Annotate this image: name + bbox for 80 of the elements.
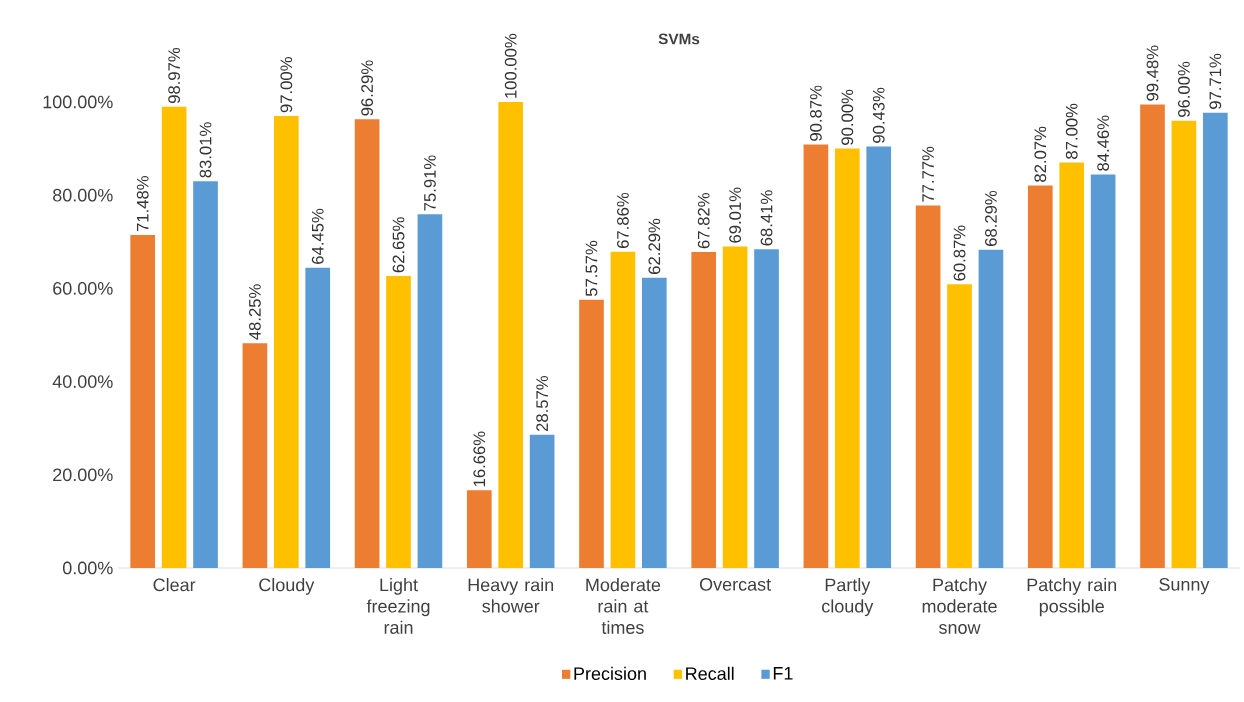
data-label: 62.65% [392, 217, 405, 273]
bar [354, 119, 380, 568]
x-tick-label: Cloudy [259, 578, 315, 595]
y-tick-label: 100.00% [43, 95, 113, 109]
x-tick-label: Moderate rain at times [586, 578, 661, 634]
data-label: 71.48% [136, 176, 149, 232]
bar [978, 249, 1004, 568]
bar [834, 148, 860, 568]
bar [866, 146, 892, 568]
bar [803, 144, 829, 568]
x-tick-label: Sunny [1159, 578, 1210, 595]
data-label: 16.66% [473, 431, 486, 487]
bar [1059, 162, 1085, 568]
data-label: 68.41% [760, 190, 773, 246]
bar [273, 115, 299, 568]
data-label: 77.77% [922, 146, 934, 202]
x-tick-label: Light freezing rain [366, 578, 430, 634]
bar [161, 106, 187, 568]
bar [691, 251, 717, 568]
bar [386, 276, 411, 568]
chart-title: SVMs [658, 33, 700, 45]
data-label: 90.43% [872, 87, 885, 143]
y-tick-label: 80.00% [53, 188, 113, 202]
data-label: 57.57% [585, 240, 598, 297]
legend-label: Recall [686, 666, 734, 680]
data-label: 60.87% [953, 225, 966, 281]
data-label: 84.46% [1097, 115, 1110, 171]
bar [417, 214, 443, 568]
data-label: 67.82% [697, 193, 710, 249]
data-label: 64.45% [311, 208, 324, 264]
bar [130, 234, 156, 568]
data-label: 83.01% [199, 122, 212, 178]
data-label: 48.25% [249, 284, 261, 340]
bar [498, 101, 524, 568]
data-label: 97.71% [1209, 53, 1222, 109]
bar [641, 277, 667, 568]
data-label: 90.87% [810, 85, 822, 141]
bar [1027, 185, 1053, 568]
data-label: 98.97% [168, 47, 181, 104]
bar [242, 343, 268, 568]
bar [610, 251, 636, 568]
data-label: 28.57% [536, 376, 549, 432]
bar [579, 299, 604, 568]
data-label: 90.00% [841, 89, 854, 145]
bar [529, 434, 555, 568]
bar [193, 181, 218, 568]
x-tick-label: Overcast [699, 578, 771, 591]
y-tick-label: 20.00% [53, 468, 113, 482]
bar [1140, 104, 1165, 568]
bar [754, 249, 779, 568]
x-tick-label: Partly cloudy [822, 578, 874, 617]
data-label: 99.48% [1146, 45, 1159, 101]
bar [947, 284, 972, 568]
bar [466, 490, 492, 568]
bar [1202, 112, 1228, 568]
data-label: 62.29% [648, 218, 661, 274]
data-label: 69.01% [729, 187, 742, 243]
data-label: 87.00% [1065, 103, 1078, 159]
data-label: 75.91% [424, 155, 436, 211]
x-tick-label: Patchy rain possible [1027, 578, 1117, 617]
data-label: 96.00% [1178, 61, 1190, 117]
y-tick-label: 40.00% [52, 375, 113, 388]
data-label: 97.00% [280, 57, 293, 113]
legend-label: F1 [773, 667, 793, 680]
x-tick-label: Patchy moderate snow [922, 578, 997, 634]
bar [1171, 120, 1197, 568]
x-tick-label: Heavy rain shower [468, 578, 554, 613]
data-label: 67.86% [617, 192, 629, 248]
x-tick-label: Clear [153, 578, 196, 592]
y-tick-label: 0.00% [62, 561, 113, 575]
bar [1090, 174, 1116, 568]
data-label: 68.29% [985, 190, 997, 246]
data-label: 96.29% [361, 60, 373, 116]
y-tick-label: 60.00% [53, 282, 113, 295]
data-label: 100.00% [504, 33, 517, 98]
bar [915, 205, 941, 568]
legend-label: Precision [574, 666, 646, 680]
data-label: 82.07% [1034, 126, 1047, 182]
bar [722, 246, 748, 568]
bar [305, 267, 331, 568]
